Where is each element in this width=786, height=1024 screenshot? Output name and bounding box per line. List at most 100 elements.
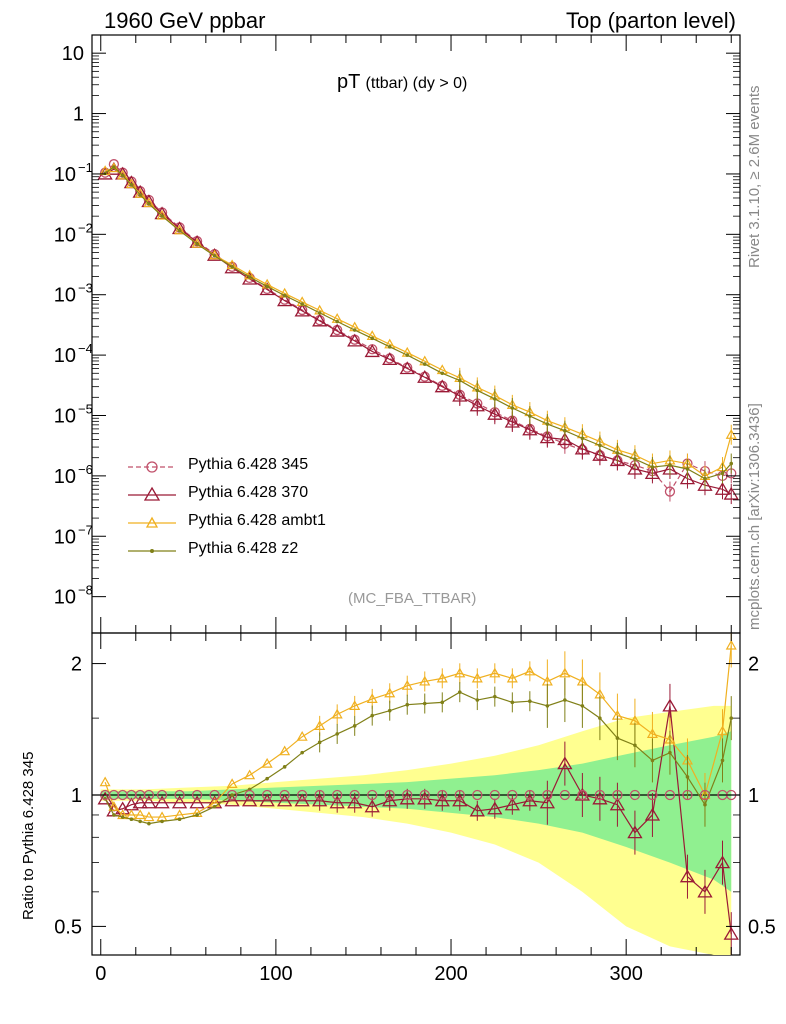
- data-point: [609, 453, 626, 467]
- data-point: [277, 293, 293, 307]
- ratio-point: [598, 716, 602, 720]
- ratio-point: [401, 679, 413, 690]
- ratio-point: [472, 789, 483, 801]
- ratio-point: [559, 667, 571, 678]
- x-tick-label: 100: [259, 963, 292, 985]
- ratio-point: [352, 724, 357, 728]
- data-point: [615, 451, 620, 455]
- ratio-point: [174, 789, 185, 801]
- ratio-point: [332, 789, 343, 801]
- y-tick-exponent: −2: [78, 220, 93, 235]
- data-point: [108, 162, 120, 173]
- ratio-point: [457, 690, 462, 694]
- ratio-point: [382, 793, 398, 807]
- ratio-point: [226, 778, 238, 789]
- x-tick-label: 0: [95, 963, 106, 985]
- data-point: [664, 486, 676, 497]
- data-point: [487, 406, 503, 420]
- ratio-point: [452, 793, 468, 807]
- data-point: [191, 237, 203, 248]
- ratio-point: [384, 687, 396, 698]
- ratio-point: [697, 884, 713, 898]
- data-point: [557, 432, 573, 446]
- data-point: [382, 352, 398, 366]
- ratio-point: [261, 757, 273, 768]
- y-tick-exponent: −5: [78, 401, 93, 416]
- data-point: [522, 422, 538, 436]
- data-point: [697, 477, 713, 491]
- data-point: [545, 422, 550, 426]
- plot-title-sub: (ttbar) (dy > 0): [365, 75, 468, 92]
- ratio-y-tick-label-right: 2: [748, 654, 759, 676]
- ratio-point: [419, 789, 430, 801]
- data-point: [312, 313, 328, 327]
- ratio-line-ambt1: [104, 645, 732, 818]
- data-point: [650, 465, 655, 469]
- ratio-point: [138, 819, 142, 824]
- y-tick-label: 1: [73, 104, 84, 126]
- legend-entry: Pythia 6.428 345: [126, 456, 386, 482]
- ratio-series-p345: [99, 789, 737, 801]
- data-point: [156, 209, 168, 220]
- legend-swatch-ambt1: [128, 516, 176, 528]
- ratio-point: [335, 732, 339, 736]
- ratio-point: [682, 789, 693, 801]
- legend: Pythia 6.428 345 Pythia 6.428 370 Pythia…: [126, 456, 386, 568]
- ratio-point: [230, 793, 234, 797]
- ratio-point: [314, 789, 325, 801]
- y-tick-label: 10: [54, 405, 76, 427]
- ratio-point: [244, 769, 256, 780]
- ratio-y-tick-label-right: 1: [748, 785, 759, 807]
- ratio-point: [507, 789, 518, 801]
- ratio-point: [679, 869, 696, 883]
- ratio-point: [241, 793, 258, 807]
- ratio-point: [366, 693, 378, 704]
- series-ambt1: [99, 162, 737, 486]
- ratio-point: [422, 701, 427, 706]
- plot-title: pT (ttbar) (dy > 0): [337, 71, 467, 94]
- ratio-point: [279, 789, 290, 801]
- ratio-point: [226, 789, 238, 801]
- data-point: [729, 461, 734, 466]
- ratio-point: [720, 758, 725, 763]
- ratio-point: [487, 801, 503, 815]
- ratio-point: [154, 795, 170, 809]
- ratio-point: [112, 813, 116, 817]
- legend-swatch-z2: [128, 549, 176, 553]
- data-point: [592, 447, 608, 461]
- ratio-point: [279, 745, 291, 756]
- ratio-point: [615, 736, 620, 740]
- rivet-label: Rivet 3.1.10, ≥ 2.6M events: [746, 85, 763, 269]
- data-point: [539, 430, 555, 444]
- ratio-point: [370, 713, 375, 718]
- data-point: [457, 378, 462, 383]
- ratio-point: [716, 725, 729, 736]
- data-point: [668, 463, 672, 468]
- legend-entry: Pythia 6.428 370: [126, 484, 386, 510]
- ratio-point: [685, 775, 690, 779]
- data-point: [117, 169, 129, 180]
- ratio-point: [633, 743, 637, 748]
- ratio-point: [650, 758, 655, 763]
- y-tick-label: 10: [54, 466, 76, 488]
- ratio-y-tick-label: 1: [71, 785, 82, 807]
- ratio-point: [209, 789, 220, 801]
- ratio-point: [129, 817, 134, 822]
- series-line-p345: [104, 163, 732, 493]
- data-point: [335, 319, 339, 324]
- ratio-band-green: [100, 731, 732, 892]
- data-point: [352, 328, 357, 332]
- ratio-point: [143, 811, 155, 822]
- ratio-point: [277, 793, 293, 807]
- ratio-y-tick-label: 2: [71, 654, 82, 676]
- ratio-point: [664, 789, 676, 801]
- data-point: [265, 284, 269, 289]
- data-point: [259, 282, 275, 296]
- ratio-point: [265, 776, 269, 781]
- ratio-point: [191, 789, 203, 801]
- ratio-point: [594, 789, 606, 801]
- data-point: [387, 345, 392, 349]
- data-point: [195, 242, 199, 246]
